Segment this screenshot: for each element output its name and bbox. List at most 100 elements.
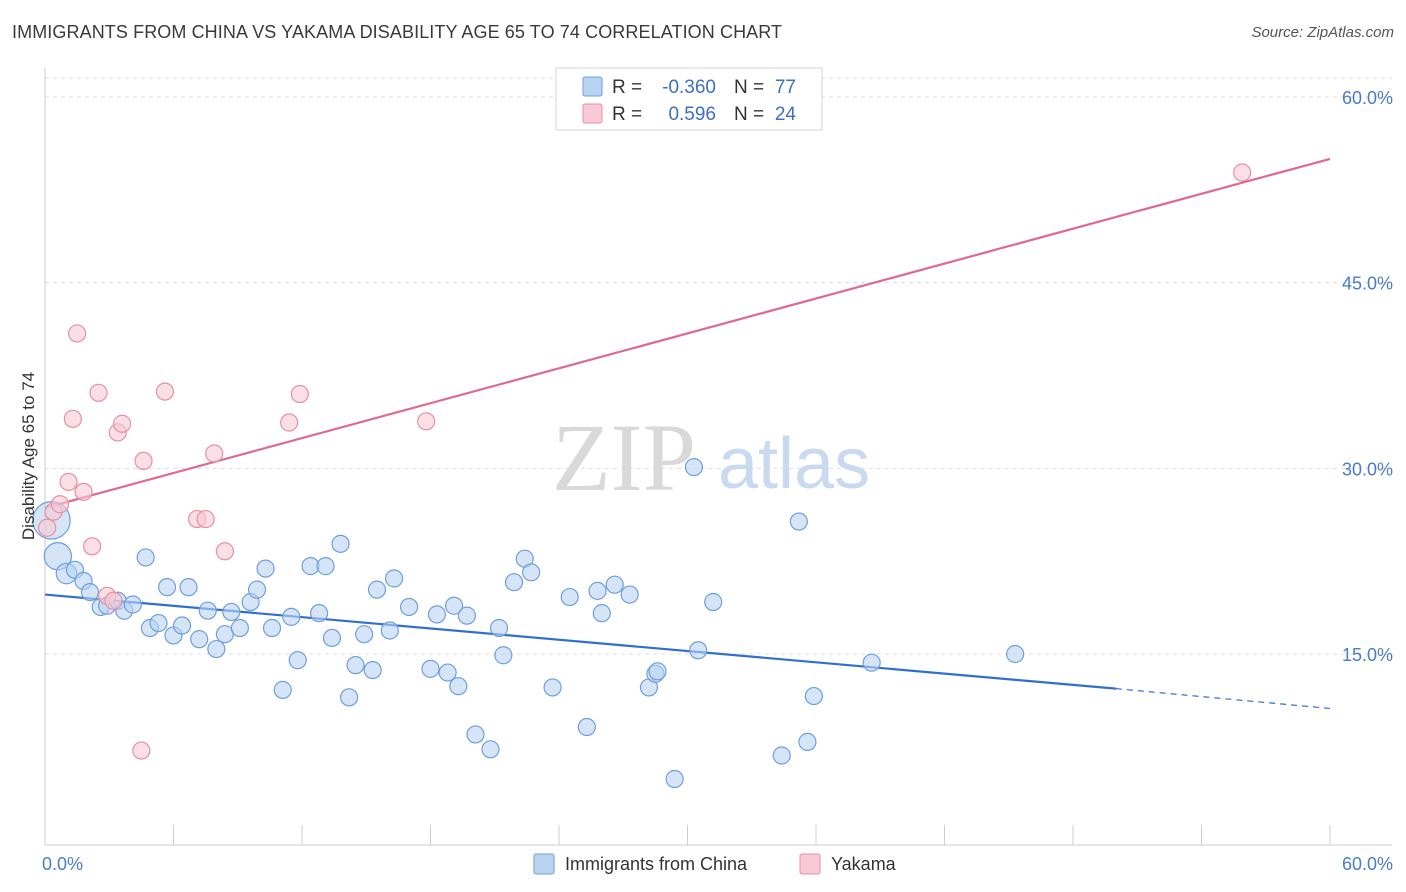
watermark: ZIP atlas <box>552 404 870 511</box>
x-tick-label-1: 60.0% <box>1342 854 1393 874</box>
point-blue-23 <box>230 618 249 638</box>
bottom-legend: Immigrants from China Yakama <box>533 853 897 875</box>
point-blue-62 <box>605 575 624 594</box>
point-blue-53 <box>494 646 513 665</box>
y-tick-label-3: 60.0% <box>1342 88 1393 108</box>
point-pink-5 <box>68 324 87 343</box>
point-pink-19 <box>215 542 234 561</box>
legend-r-label-blue: R = <box>612 77 642 98</box>
watermark-atlas: atlas <box>718 424 870 504</box>
legend-n-label-blue: N = <box>734 77 764 98</box>
point-blue-10 <box>123 595 142 614</box>
bottom-legend-label-pink: Yakama <box>831 854 897 874</box>
legend-swatch-pink <box>582 103 603 124</box>
point-blue-34 <box>322 628 342 648</box>
legend-r-value-pink: 0.596 <box>668 104 716 125</box>
y-axis-title: Disability Age 65 to 74 <box>19 372 38 540</box>
legend-n-label-pink: N = <box>734 104 764 125</box>
point-blue-40 <box>367 580 387 599</box>
point-blue-54 <box>504 573 524 592</box>
point-blue-37 <box>346 656 365 675</box>
point-blue-51 <box>481 740 500 759</box>
point-blue-46 <box>438 663 457 682</box>
point-pink-21 <box>290 384 309 404</box>
point-pink-3 <box>59 472 78 492</box>
point-blue-69 <box>689 641 708 660</box>
point-blue-60 <box>588 581 607 600</box>
trend-line-extension-blue <box>1115 688 1331 710</box>
point-blue-45 <box>427 605 447 624</box>
point-blue-66 <box>648 662 667 681</box>
legend-swatch-blue <box>582 76 603 97</box>
point-blue-11 <box>136 548 155 567</box>
point-blue-48 <box>449 677 468 696</box>
point-pink-10 <box>104 591 123 610</box>
point-blue-61 <box>592 604 611 623</box>
point-blue-75 <box>862 653 881 672</box>
bottom-legend-swatch-pink <box>799 853 821 875</box>
point-blue-59 <box>577 717 596 737</box>
axes <box>44 68 1392 846</box>
point-blue-28 <box>273 680 292 699</box>
point-blue-5 <box>80 583 100 602</box>
point-blue-38 <box>355 625 374 644</box>
legend-n-value-pink: 24 <box>775 104 797 125</box>
gridlines <box>45 77 1392 655</box>
point-blue-44 <box>421 659 440 678</box>
data-points <box>32 163 1252 789</box>
point-blue-33 <box>316 557 335 576</box>
point-blue-30 <box>288 651 307 670</box>
point-blue-25 <box>247 580 267 599</box>
chart-title: IMMIGRANTS FROM CHINA VS YAKAMA DISABILI… <box>12 22 783 42</box>
point-blue-42 <box>384 569 404 588</box>
point-blue-20 <box>207 639 226 659</box>
point-pink-18 <box>205 444 224 463</box>
point-pink-15 <box>155 382 175 401</box>
bottom-legend-swatch-blue <box>533 853 555 875</box>
point-blue-18 <box>190 630 209 649</box>
point-blue-67 <box>665 769 684 789</box>
point-blue-63 <box>620 585 639 604</box>
point-blue-72 <box>789 512 808 531</box>
point-blue-41 <box>380 621 399 640</box>
source-label: Source: ZipAtlas.com <box>1251 24 1394 41</box>
point-pink-12 <box>112 414 132 433</box>
point-pink-7 <box>83 537 102 556</box>
trend-line-pink <box>44 157 1331 510</box>
legend-n-value-blue: 77 <box>775 77 796 98</box>
point-blue-43 <box>399 597 419 617</box>
point-blue-36 <box>340 688 359 707</box>
point-blue-32 <box>310 604 329 623</box>
point-blue-56 <box>522 563 541 582</box>
point-blue-29 <box>282 607 301 626</box>
point-pink-13 <box>134 451 153 471</box>
point-blue-68 <box>684 457 704 477</box>
point-pink-20 <box>280 413 299 432</box>
point-pink-2 <box>50 495 70 514</box>
y-tick-label-0: 15.0% <box>1342 645 1393 665</box>
point-blue-50 <box>466 725 485 744</box>
point-blue-52 <box>489 618 509 638</box>
point-blue-27 <box>262 618 282 638</box>
y-tick-label-2: 45.0% <box>1342 274 1393 294</box>
point-blue-35 <box>331 534 350 553</box>
point-blue-13 <box>149 613 168 633</box>
point-blue-16 <box>172 616 192 635</box>
point-blue-70 <box>704 592 723 612</box>
point-blue-19 <box>198 601 217 620</box>
legend-box: R = -0.360 N = 77 R = 0.596 N = 24 <box>555 67 823 131</box>
point-blue-47 <box>444 596 464 615</box>
point-pink-4 <box>63 409 82 428</box>
point-pink-8 <box>89 383 108 402</box>
point-blue-71 <box>772 746 791 765</box>
point-blue-26 <box>256 559 275 578</box>
point-pink-23 <box>1233 163 1252 182</box>
point-blue-58 <box>560 587 579 607</box>
point-blue-17 <box>179 578 198 597</box>
point-pink-22 <box>417 412 436 431</box>
point-blue-49 <box>457 606 477 625</box>
point-blue-57 <box>543 678 562 697</box>
point-pink-0 <box>38 518 57 537</box>
watermark-zip: ZIP <box>552 404 696 511</box>
